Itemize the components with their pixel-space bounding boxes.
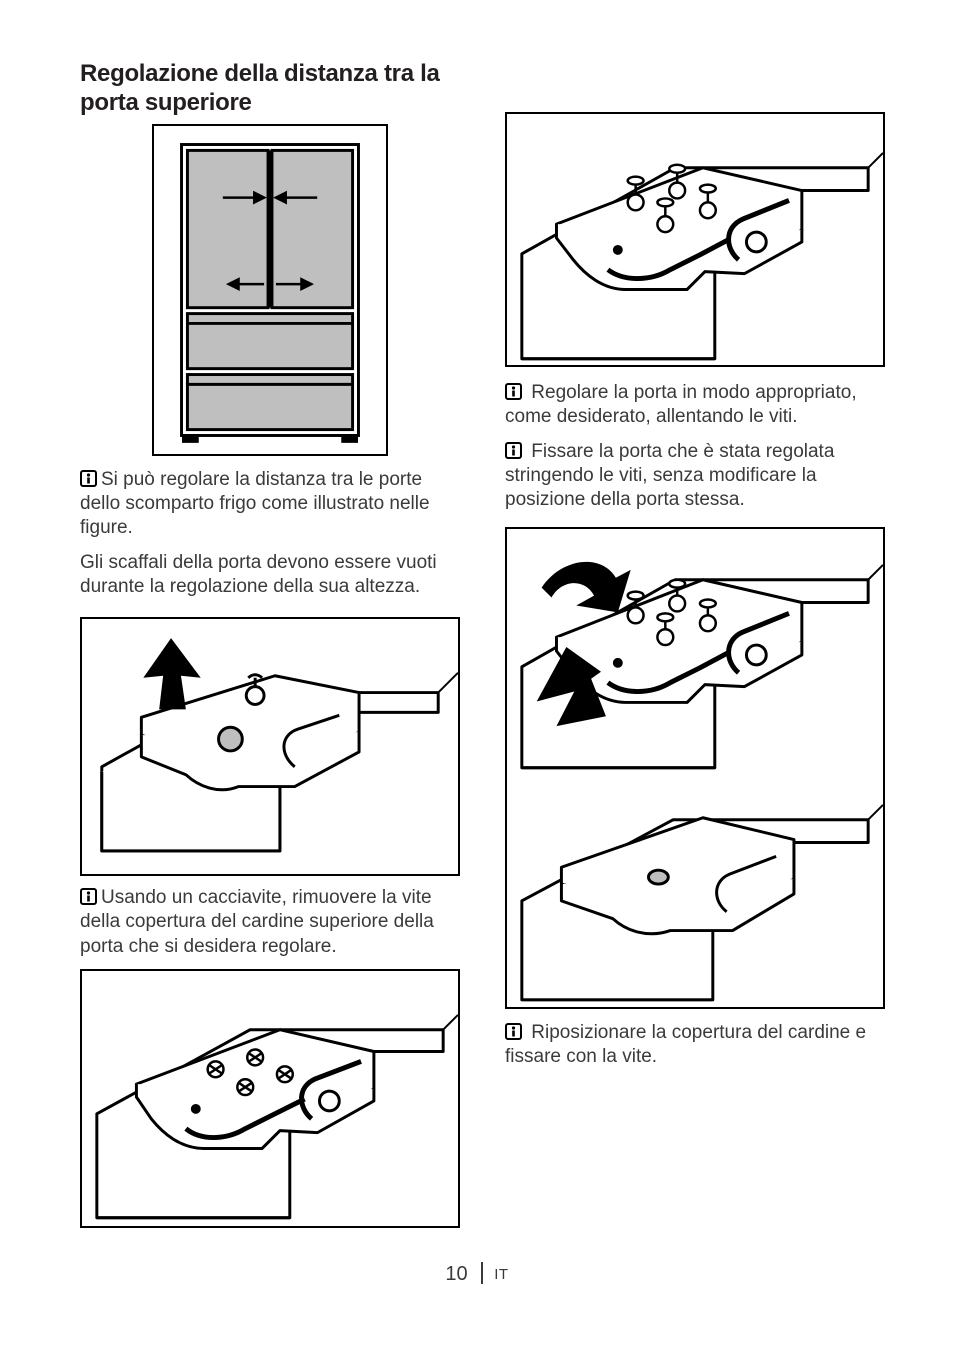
- paragraph-text: Usando un cacciavite, rimuovere la vite …: [80, 887, 434, 957]
- info-icon: [80, 888, 97, 905]
- info-icon: [80, 470, 97, 487]
- paragraph-text: Riposizionare la copertura del cardine e…: [505, 1022, 866, 1067]
- footer-divider: [481, 1262, 483, 1284]
- figure-hinge-tighten: [505, 527, 885, 772]
- paragraph: Usando un cacciavite, rimuovere la vite …: [80, 886, 460, 959]
- right-column: Regolare la porta in modo appropriato, c…: [505, 60, 885, 1228]
- paragraph-text: Regolare la porta in modo appropriato, c…: [505, 382, 857, 427]
- figure-hinge-cover-replaced: [505, 770, 885, 1009]
- manual-page: Regolazione della distanza tra la porta …: [0, 0, 954, 1354]
- page-number: 10: [445, 1263, 467, 1285]
- paragraph: Gli scaffali della porta devono essere v…: [80, 551, 460, 600]
- figure-hinge-plate: [80, 969, 460, 1228]
- paragraph: Fissare la porta che è stata regolata st…: [505, 440, 885, 513]
- info-icon: [505, 442, 522, 459]
- fridge-diagram: [154, 124, 386, 456]
- hinge-diagram-5: [507, 770, 883, 1008]
- hinge-diagram-1: [82, 617, 458, 876]
- hinge-diagram-4: [507, 527, 883, 772]
- figure-fridge-front: [152, 124, 388, 456]
- section-heading: Regolazione della distanza tra la porta …: [80, 60, 460, 118]
- figure-hinge-remove-cover: [80, 617, 460, 876]
- paragraph: Riposizionare la copertura del cardine e…: [505, 1021, 885, 1070]
- hinge-diagram-2: [82, 969, 458, 1228]
- footer-language: IT: [494, 1266, 508, 1283]
- left-column: Regolazione della distanza tra la porta …: [80, 60, 460, 1228]
- info-icon: [505, 1023, 522, 1040]
- page-footer: 10 IT: [0, 1262, 954, 1286]
- paragraph-text: Gli scaffali della porta devono essere v…: [80, 552, 437, 597]
- info-icon: [505, 383, 522, 400]
- paragraph: Regolare la porta in modo appropriato, c…: [505, 381, 885, 430]
- paragraph: Si può regolare la distanza tra le porte…: [80, 468, 460, 541]
- two-column-layout: Regolazione della distanza tra la porta …: [80, 60, 879, 1228]
- figure-hinge-loosen: [505, 112, 885, 367]
- hinge-diagram-3: [507, 112, 883, 367]
- paragraph-text: Fissare la porta che è stata regolata st…: [505, 441, 834, 511]
- paragraph-text: Si può regolare la distanza tra le porte…: [80, 469, 430, 539]
